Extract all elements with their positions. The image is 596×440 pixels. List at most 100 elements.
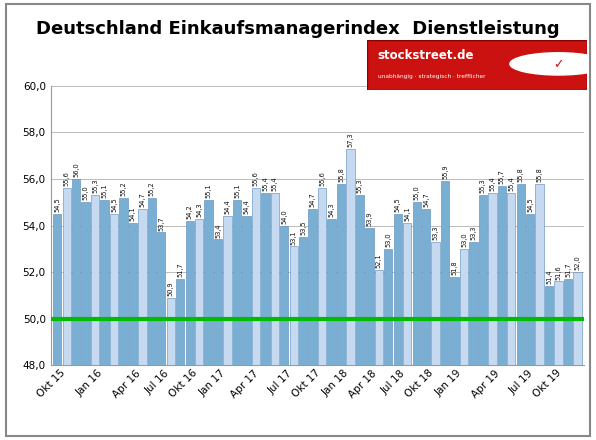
Text: 55,0: 55,0 xyxy=(414,186,420,200)
Bar xyxy=(204,200,213,365)
Bar xyxy=(290,246,298,365)
Bar xyxy=(517,183,525,365)
Bar xyxy=(176,279,184,365)
Text: 55,4: 55,4 xyxy=(508,176,514,191)
Bar xyxy=(393,214,402,365)
Text: ✓: ✓ xyxy=(553,59,564,71)
Bar xyxy=(195,219,203,365)
Text: 55,4: 55,4 xyxy=(489,176,495,191)
Bar xyxy=(82,202,90,365)
Text: 54,5: 54,5 xyxy=(54,197,60,212)
Text: 54,7: 54,7 xyxy=(423,193,429,207)
Bar xyxy=(224,216,232,365)
Text: 55,6: 55,6 xyxy=(319,172,325,187)
Bar xyxy=(403,223,411,365)
Text: 54,5: 54,5 xyxy=(527,197,533,212)
Bar xyxy=(554,282,563,365)
Text: 53,7: 53,7 xyxy=(159,216,164,231)
Text: 54,2: 54,2 xyxy=(187,204,193,219)
Text: 54,7: 54,7 xyxy=(139,193,145,207)
Bar xyxy=(337,183,345,365)
Bar xyxy=(422,209,430,365)
Bar xyxy=(72,179,80,365)
Text: 55,1: 55,1 xyxy=(206,183,212,198)
Bar xyxy=(157,232,166,365)
Text: 55,0: 55,0 xyxy=(83,186,89,200)
Bar xyxy=(498,186,506,365)
Bar xyxy=(507,193,516,365)
Text: 56,0: 56,0 xyxy=(73,162,79,177)
Bar xyxy=(526,214,535,365)
Text: 53,1: 53,1 xyxy=(291,230,297,245)
Text: 55,3: 55,3 xyxy=(480,179,486,193)
Bar xyxy=(327,219,336,365)
Text: 51,7: 51,7 xyxy=(177,263,183,277)
Bar xyxy=(375,270,383,365)
Text: 55,8: 55,8 xyxy=(536,167,542,182)
Text: 54,5: 54,5 xyxy=(111,197,117,212)
Bar xyxy=(110,214,118,365)
Text: 52,0: 52,0 xyxy=(575,256,581,270)
Text: 54,1: 54,1 xyxy=(130,207,136,221)
Text: 54,7: 54,7 xyxy=(310,193,316,207)
Text: 55,4: 55,4 xyxy=(262,176,268,191)
Text: 57,3: 57,3 xyxy=(347,132,353,147)
Bar xyxy=(460,249,468,365)
Bar xyxy=(384,249,392,365)
Text: stockstreet.de: stockstreet.de xyxy=(378,49,474,62)
Bar xyxy=(564,279,572,365)
Bar xyxy=(318,188,326,365)
Text: 54,0: 54,0 xyxy=(281,209,287,224)
Bar xyxy=(441,181,449,365)
Bar xyxy=(138,209,147,365)
Text: 55,1: 55,1 xyxy=(234,183,240,198)
Text: 55,3: 55,3 xyxy=(92,179,98,193)
Bar xyxy=(432,242,440,365)
Bar xyxy=(573,272,582,365)
Bar xyxy=(271,193,279,365)
Text: 55,1: 55,1 xyxy=(101,183,107,198)
Text: 51,4: 51,4 xyxy=(546,270,552,284)
Text: 55,2: 55,2 xyxy=(149,181,155,196)
Text: 53,5: 53,5 xyxy=(300,220,306,235)
Bar xyxy=(280,226,288,365)
Text: 53,0: 53,0 xyxy=(461,232,467,247)
Bar xyxy=(299,237,308,365)
Bar xyxy=(356,195,364,365)
Bar xyxy=(535,183,544,365)
Bar xyxy=(479,195,487,365)
Text: 54,1: 54,1 xyxy=(404,207,410,221)
Text: 54,4: 54,4 xyxy=(243,200,250,214)
Bar xyxy=(545,286,553,365)
Bar xyxy=(100,200,108,365)
Bar xyxy=(309,209,317,365)
Bar xyxy=(63,188,71,365)
Text: 53,4: 53,4 xyxy=(215,223,221,238)
Bar xyxy=(91,195,100,365)
Text: 53,3: 53,3 xyxy=(470,225,476,240)
Bar xyxy=(119,198,128,365)
Text: 51,8: 51,8 xyxy=(452,260,458,275)
Text: 53,0: 53,0 xyxy=(385,232,392,247)
Bar xyxy=(488,193,496,365)
Text: 51,7: 51,7 xyxy=(565,263,571,277)
Text: 55,8: 55,8 xyxy=(518,167,524,182)
Text: unabhängig · strategisch · trefflicher: unabhängig · strategisch · trefflicher xyxy=(378,73,485,78)
Text: 50,9: 50,9 xyxy=(168,281,174,296)
Text: 55,7: 55,7 xyxy=(499,169,505,184)
Text: 55,9: 55,9 xyxy=(442,165,448,180)
Bar xyxy=(365,228,374,365)
Bar xyxy=(53,214,61,365)
Bar xyxy=(243,216,250,365)
Bar xyxy=(261,193,269,365)
Text: 55,2: 55,2 xyxy=(120,181,126,196)
Text: 55,8: 55,8 xyxy=(338,167,344,182)
Text: 53,3: 53,3 xyxy=(433,225,439,240)
Text: 53,9: 53,9 xyxy=(367,212,372,226)
Bar xyxy=(148,198,156,365)
FancyBboxPatch shape xyxy=(367,40,587,90)
Text: Deutschland Einkaufsmanagerindex  Dienstleistung: Deutschland Einkaufsmanagerindex Dienstl… xyxy=(36,20,560,38)
Bar xyxy=(252,188,260,365)
Text: 51,6: 51,6 xyxy=(555,265,561,279)
Circle shape xyxy=(510,53,596,75)
